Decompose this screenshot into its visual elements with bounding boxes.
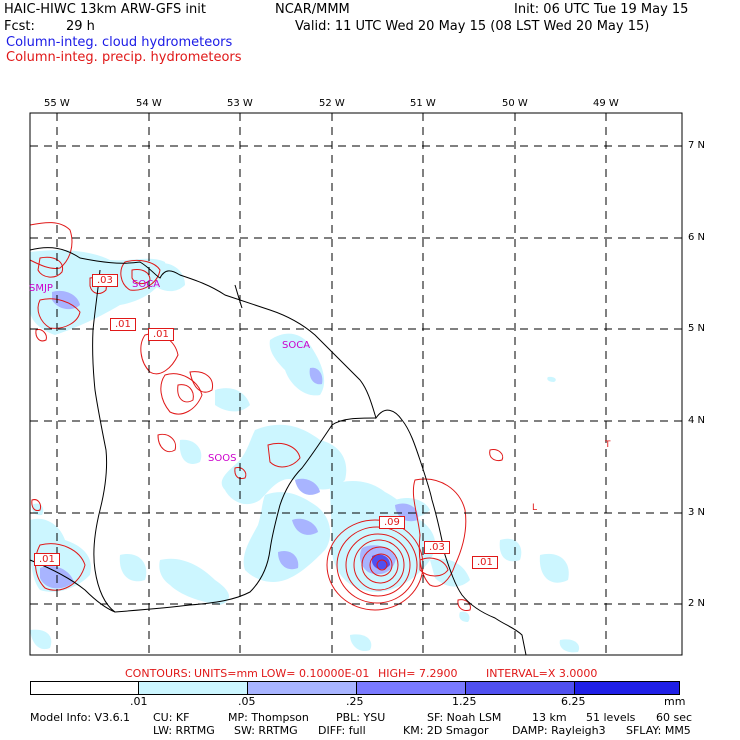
- contour-high: HIGH= 7.2900: [378, 667, 458, 680]
- lat-label-3n: 3 N: [688, 507, 706, 518]
- colorbar-bin-2: [248, 682, 357, 694]
- org-label: NCAR/MMM: [275, 2, 350, 17]
- contour-interval: INTERVAL=X 3.0000: [486, 667, 598, 680]
- station-label-soca-2: SOCA: [282, 340, 311, 351]
- model-info: Model Info: V3.6.1: [30, 711, 131, 724]
- station-label-soca-1: SOCA: [132, 279, 161, 290]
- colorbar-tick: 6.25: [561, 695, 586, 708]
- lon-label-53w: 53 W: [227, 98, 253, 109]
- station-label-smjp: SMJP: [29, 283, 53, 294]
- station-label-soos: SOOS: [208, 453, 237, 464]
- forecast-hours: 29 h: [66, 19, 95, 34]
- shortwave-scheme: SW: RRTMG: [234, 724, 298, 737]
- colorbar-tick: .01: [130, 695, 148, 708]
- lon-label-55w: 55 W: [44, 98, 70, 109]
- colorbar-bin-4: [466, 682, 575, 694]
- cloud-legend: Column-integ. cloud hydrometeors: [6, 35, 233, 50]
- colorbar-unit: mm: [664, 695, 686, 708]
- lon-label-51w: 51 W: [410, 98, 436, 109]
- lat-lon-grid: [30, 113, 682, 655]
- init-time: Init: 06 UTC Tue 19 May 15: [514, 2, 689, 17]
- km-option: KM: 2D Smagor: [403, 724, 489, 737]
- precip-legend: Column-integ. precip. hydrometeors: [6, 50, 242, 65]
- lat-label-2n: 2 N: [688, 598, 706, 609]
- lon-label-54w: 54 W: [136, 98, 162, 109]
- cumulus-scheme: CU: KF: [153, 711, 190, 724]
- mark-l: L: [532, 503, 538, 513]
- contour-label: .03: [424, 541, 450, 554]
- lat-label-7n: 7 N: [688, 140, 706, 151]
- mark-t: T: [605, 440, 611, 450]
- grid-resolution: 13 km: [532, 711, 567, 724]
- pbl-scheme: PBL: YSU: [336, 711, 386, 724]
- surface-scheme: SF: Noah LSM: [427, 711, 502, 724]
- colorbar-tick: .25: [346, 695, 364, 708]
- valid-time: Valid: 11 UTC Wed 20 May 15 (08 LST Wed …: [295, 19, 650, 34]
- lat-label-5n: 5 N: [688, 323, 706, 334]
- lat-label-6n: 6 N: [688, 232, 706, 243]
- lon-label-50w: 50 W: [502, 98, 528, 109]
- damping-option: DAMP: Rayleigh3: [512, 724, 606, 737]
- longwave-scheme: LW: RRTMG: [153, 724, 215, 737]
- contour-label: .01: [472, 556, 498, 569]
- colorbar-bin-5: [575, 682, 679, 694]
- frame-ticks: [56, 113, 682, 605]
- contour-label: .01: [148, 328, 174, 341]
- contour-low: LOW= 0.10000E-01: [261, 667, 370, 680]
- colorbar-tick: .05: [238, 695, 256, 708]
- surface-layer-option: SFLAY: MM5: [626, 724, 691, 737]
- cloud-shading-dark: [372, 554, 390, 570]
- contour-label: .03: [92, 274, 118, 287]
- colorbar-tick: 1.25: [452, 695, 477, 708]
- microphysics-scheme: MP: Thompson: [228, 711, 309, 724]
- colorbar-bin-3: [357, 682, 466, 694]
- lon-label-49w: 49 W: [593, 98, 619, 109]
- contour-units: UNITS=mm: [194, 667, 258, 680]
- contour-label: .01: [110, 318, 136, 331]
- lon-label-52w: 52 W: [319, 98, 345, 109]
- colorbar: [30, 681, 680, 695]
- colorbar-bin-1: [139, 682, 248, 694]
- colorbar-bin-0: [31, 682, 139, 694]
- cloud-shading-light: [30, 250, 580, 653]
- forecast-label: Fcst:: [4, 19, 35, 34]
- diffusion-option: DIFF: full: [318, 724, 366, 737]
- time-step: 60 sec: [656, 711, 693, 724]
- contour-label: .09: [379, 516, 405, 529]
- contour-info-label: CONTOURS:: [125, 667, 192, 680]
- lat-label-4n: 4 N: [688, 415, 706, 426]
- vertical-levels: 51 levels: [586, 711, 636, 724]
- plot-title: HAIC-HIWC 13km ARW-GFS init: [4, 2, 206, 17]
- contour-label: .01: [34, 553, 60, 566]
- map-frame: [29, 112, 683, 656]
